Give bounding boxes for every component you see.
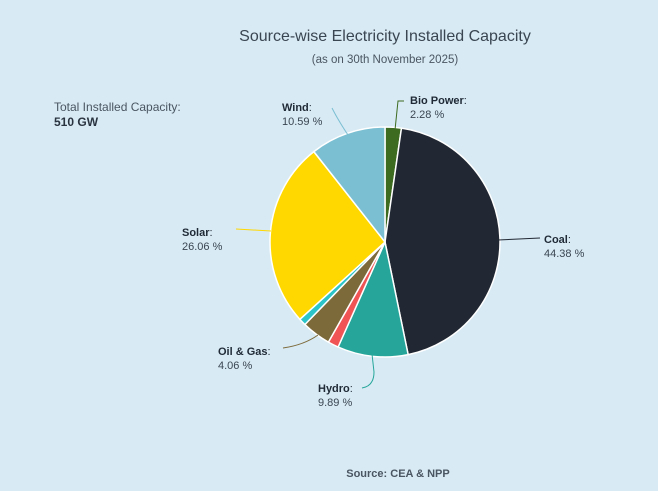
slice-label-value: 26.06 % bbox=[182, 241, 223, 253]
slice-label-name: Hydro: bbox=[318, 383, 353, 395]
slice-label-name: Wind: bbox=[282, 102, 312, 114]
leader-lines bbox=[235, 100, 541, 389]
total-capacity-label: Total Installed Capacity: bbox=[54, 100, 181, 114]
source-note: Source: CEA & NPP bbox=[346, 468, 450, 480]
slice-label-value: 4.06 % bbox=[218, 360, 252, 372]
slice-label-value: 10.59 % bbox=[282, 116, 323, 128]
slice-label-value: 44.38 % bbox=[544, 248, 585, 260]
slice-label-name: Solar: bbox=[182, 227, 213, 239]
leader-line-hydro bbox=[361, 353, 375, 389]
pie-slices bbox=[269, 126, 501, 358]
total-capacity-value: 510 GW bbox=[54, 115, 99, 129]
slice-label-name: Bio Power: bbox=[410, 95, 467, 107]
leader-line-coal bbox=[497, 237, 541, 241]
slice-label-value: 9.89 % bbox=[318, 397, 352, 409]
slice-labels: Bio Power: 2.28 % Coal: 44.38 % Hydro: 9.89 %… bbox=[182, 95, 585, 409]
leader-line-wind bbox=[331, 107, 349, 136]
leader-line-oil-gas bbox=[282, 334, 319, 349]
pie-slice-solar bbox=[269, 150, 386, 321]
slice-label-value: 2.28 % bbox=[410, 109, 444, 121]
chart-title: Source-wise Electricity Installed Capaci… bbox=[239, 28, 531, 45]
leader-line-solar bbox=[235, 228, 272, 232]
slice-label-name: Coal: bbox=[544, 234, 571, 246]
pie-slice-coal bbox=[384, 127, 501, 356]
chart-subtitle: (as on 30th November 2025) bbox=[312, 54, 459, 66]
slice-label-name: Oil & Gas: bbox=[218, 346, 271, 358]
leader-line-bio-power bbox=[394, 100, 404, 131]
